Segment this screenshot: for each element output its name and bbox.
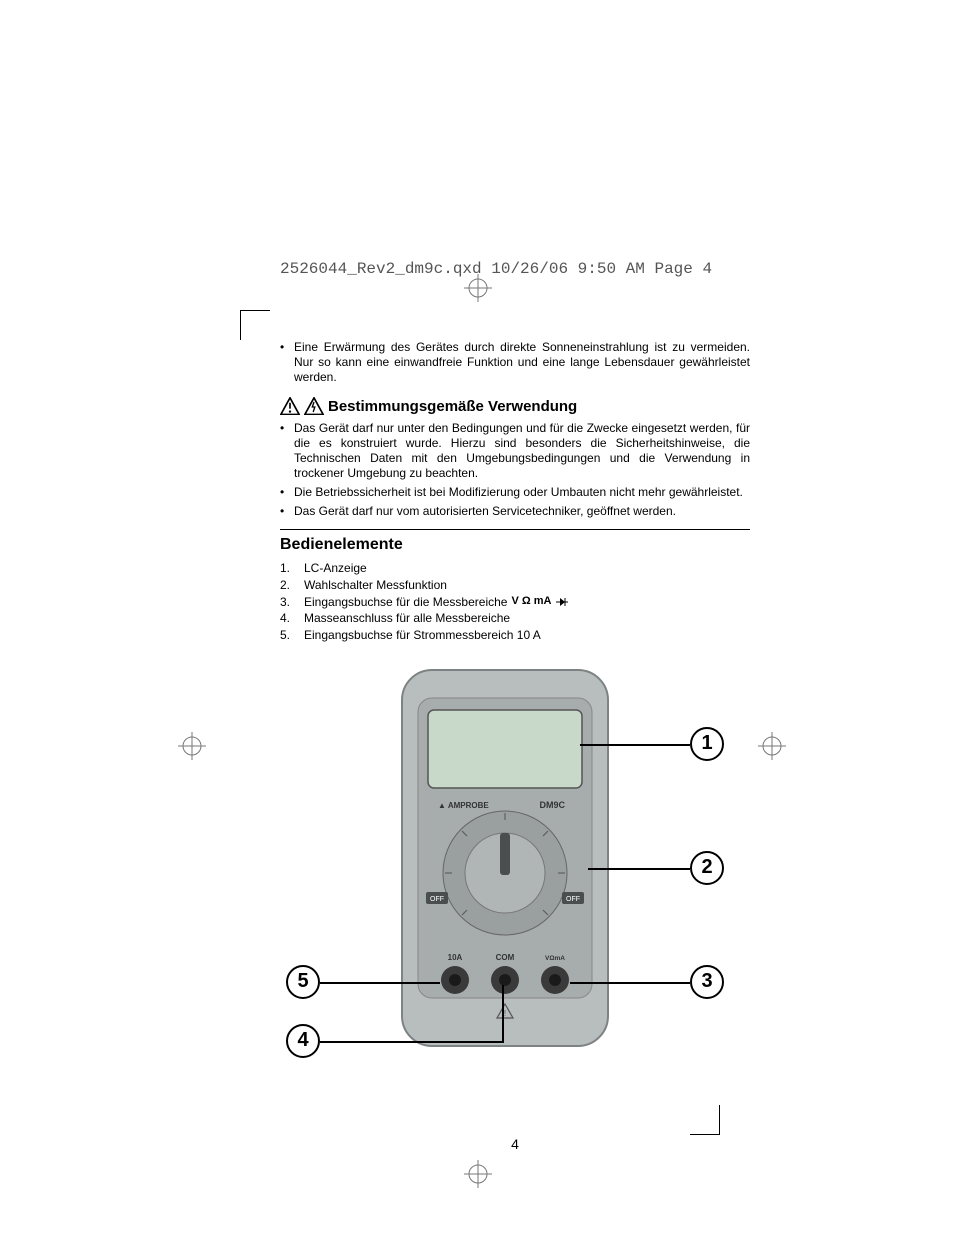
list-item: 5. Eingangsbuchse für Strommessbereich 1… [280, 627, 750, 644]
callout-line [502, 985, 504, 1043]
list-item: 2. Wahlschalter Messfunktion [280, 577, 750, 594]
bullet-item: • Eine Erwärmung des Gerätes durch direk… [280, 340, 750, 385]
crop-mark [240, 310, 270, 340]
bullet-item: • Das Gerät darf nur vom autorisierten S… [280, 504, 750, 519]
registration-mark [464, 1160, 492, 1188]
list-item: 4. Masseanschluss für alle Messbereiche [280, 610, 750, 627]
page-content: • Eine Erwärmung des Gerätes durch direk… [280, 250, 750, 1152]
svg-text:OFF: OFF [566, 896, 580, 903]
warning-icon [304, 397, 324, 415]
heading-text: Bestimmungsgemäße Verwendung [328, 398, 577, 415]
svg-text:!: ! [504, 1009, 506, 1018]
callout-1: 1 [690, 727, 724, 761]
bullet-item: • Die Betriebssicherheit ist bei Modifiz… [280, 485, 750, 500]
callout-5: 5 [286, 965, 320, 999]
brand-label: ▲ AMPROBE [438, 801, 489, 810]
svg-text:OFF: OFF [430, 896, 444, 903]
registration-mark [758, 732, 786, 760]
callout-line [320, 1041, 504, 1043]
list-item: 3. Eingangsbuchse für die Messbereiche V… [280, 594, 750, 611]
meter-illustration: ▲ AMPROBE DM9C OFF OFF 10A COM [400, 668, 610, 1048]
diode-icon [555, 597, 569, 607]
callout-4: 4 [286, 1024, 320, 1058]
section1-bullets: • Das Gerät darf nur unter den Bedingung… [280, 421, 750, 519]
model-label: DM9C [539, 800, 565, 810]
callout-line [320, 982, 440, 984]
callout-3: 3 [690, 965, 724, 999]
page-number: 4 [280, 1136, 750, 1152]
svg-text:COM: COM [496, 953, 515, 962]
svg-text:10A: 10A [448, 953, 463, 962]
callout-line [580, 744, 690, 746]
meter-diagram: ▲ AMPROBE DM9C OFF OFF 10A COM [280, 668, 750, 1128]
list-item: 1. LC-Anzeige [280, 560, 750, 577]
callout-line [588, 868, 690, 870]
divider [280, 529, 750, 530]
vohm-symbol: V Ω mA [511, 594, 551, 609]
warning-icon [280, 397, 300, 415]
bullet-item: • Das Gerät darf nur unter den Bedingung… [280, 421, 750, 481]
section-heading-usage: Bestimmungsgemäße Verwendung [280, 397, 750, 415]
bullet-text: Eine Erwärmung des Gerätes durch direkte… [294, 340, 750, 385]
svg-text:VΩmA: VΩmA [545, 955, 565, 962]
callout-line [570, 982, 690, 984]
bullet-dot: • [280, 340, 294, 385]
intro-bullets: • Eine Erwärmung des Gerätes durch direk… [280, 340, 750, 385]
controls-list: 1. LC-Anzeige 2. Wahlschalter Messfunkti… [280, 560, 750, 644]
callout-2: 2 [690, 851, 724, 885]
registration-mark [178, 732, 206, 760]
section-heading-controls: Bedienelemente [280, 536, 750, 554]
